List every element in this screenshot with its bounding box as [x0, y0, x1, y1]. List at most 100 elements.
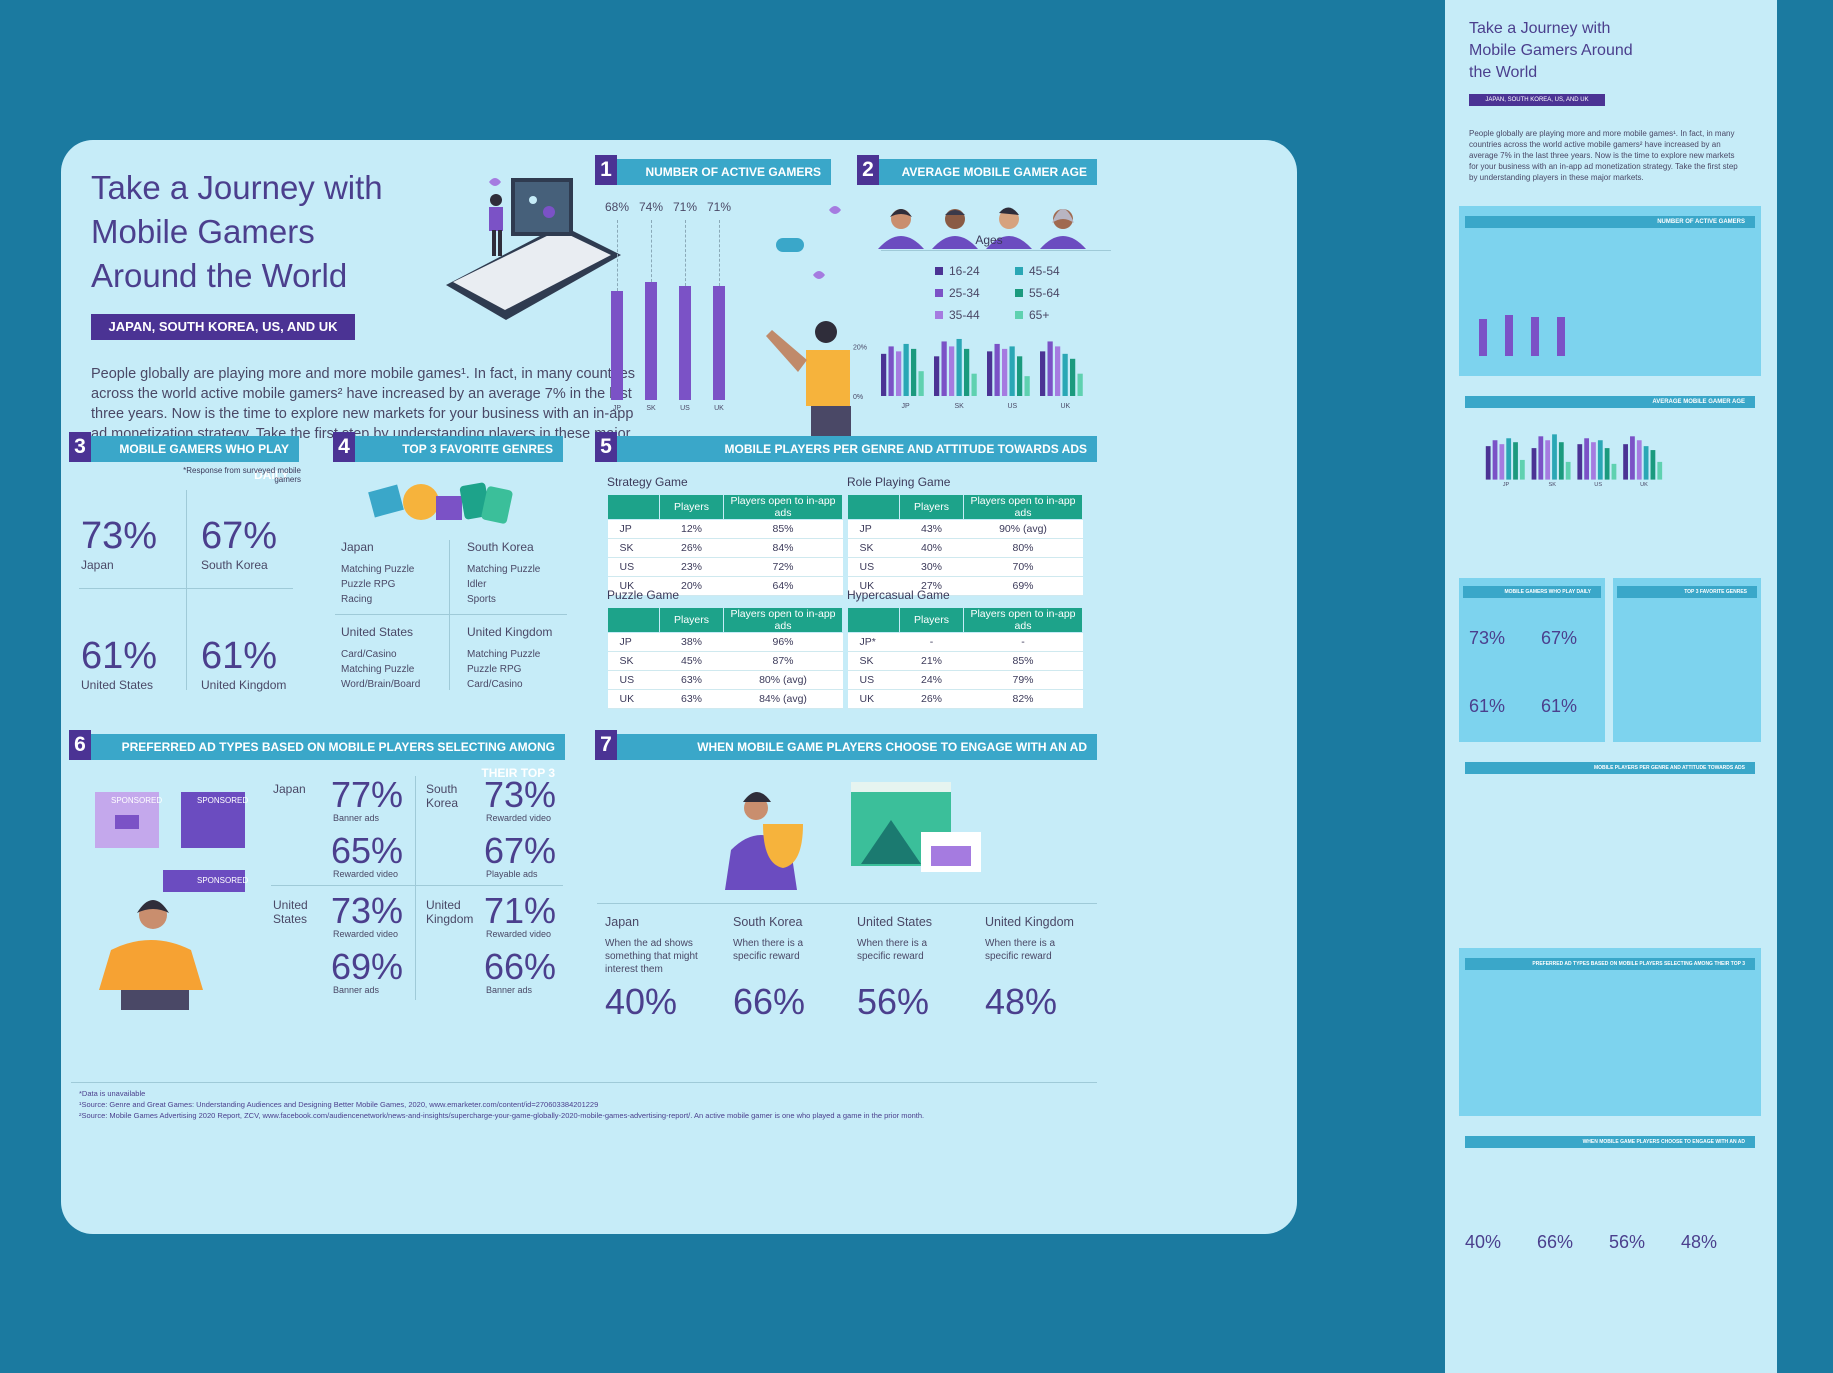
table-cell: 27%: [899, 576, 964, 596]
table-cell: 70%: [963, 557, 1083, 577]
table-row: US 63% 80% (avg): [607, 670, 843, 690]
section-3-header: MOBILE GAMERS WHO PLAY DAILY: [91, 436, 299, 482]
ad-label-secondary: Playable ads: [486, 869, 538, 879]
bar-UK-25-34: [1047, 341, 1053, 396]
mobile-panel-4: TOP 3 FAVORITE GENRES: [1613, 578, 1761, 742]
table-cell: 45%: [659, 651, 724, 671]
legend-swatch: [1015, 311, 1023, 319]
table-header-cell: Players open to in-app ads: [963, 494, 1083, 520]
genre-item: Matching Puzzle: [341, 564, 415, 575]
engage-country: South Korea: [733, 915, 803, 929]
x-tick-label-UK: UK: [1061, 403, 1071, 410]
genre-item: Puzzle RPG: [467, 664, 522, 675]
legend-item-16-24: 16-24: [935, 264, 980, 278]
bar-label-UK: 71%: [706, 200, 732, 214]
ad-label-secondary: Banner ads: [486, 985, 533, 995]
table-row: SK 26% 84%: [607, 538, 843, 558]
genre-country: United Kingdom: [467, 625, 553, 639]
avatar-row: [876, 203, 1086, 249]
bar-US-45-54: [1597, 440, 1603, 480]
ad-pct-primary: 73%: [331, 890, 404, 931]
engage-south-korea: South Korea When there is a specific rewa…: [733, 915, 853, 1023]
table-cell: SK: [847, 651, 900, 671]
mobile-age-chart: JP SK US UK: [1469, 428, 1669, 488]
y-tick-label: 0%: [853, 394, 863, 401]
mobile-engage-pct: 66%: [1537, 1232, 1574, 1252]
table-cell: 30%: [899, 557, 964, 577]
bar-US: [679, 286, 691, 400]
section-7-number: 7: [595, 730, 617, 760]
bar-US-25-34: [1584, 438, 1590, 480]
grouped-bar-svg: 20% 0% JP SK US UK: [853, 338, 1083, 410]
bar-UK: [713, 286, 725, 400]
engage-country: United Kingdom: [985, 915, 1074, 929]
bar-JP-45-54: [1506, 438, 1512, 480]
x-tick-label-JP: JP: [902, 403, 911, 410]
bar-SK-35-44: [1545, 440, 1551, 480]
section-6-header: PREFERRED AD TYPES BASED ON MOBILE PLAYE…: [91, 734, 565, 780]
table-header-cell: [847, 607, 900, 633]
daily-south-korea: 67% South Korea: [201, 515, 278, 572]
bar-US-65+: [1024, 376, 1030, 396]
ad-pct-secondary: 66%: [484, 946, 557, 987]
bar-JP-35-44: [1499, 444, 1505, 480]
mobile-panel-3: MOBILE GAMERS WHO PLAY DAILY 73% 67% 61%…: [1459, 578, 1605, 742]
bar-SK-16-24: [1531, 448, 1537, 480]
age-legend: 16-24 45-54 25-34 55-64 35-44 65+: [935, 264, 1085, 324]
puzzle-game-table: Puzzle Game Players Players open to in-app…: [607, 588, 843, 709]
ad-label-secondary: Rewarded video: [333, 869, 399, 879]
table-header-cell: Players: [899, 494, 964, 520]
table-cell: US: [847, 670, 900, 690]
ad-country-name: Japan: [273, 782, 306, 796]
footnotes: *Data is unavailable ¹Source: Genre and …: [79, 1089, 925, 1120]
sponsored-ad-2: SPONSORED: [181, 792, 248, 848]
page-title: Take a Journey with Mobile Gamers Around…: [91, 169, 383, 294]
bar-SK-55-64: [1558, 442, 1564, 480]
table-row: US 23% 72%: [607, 557, 843, 577]
genre-item: Idler: [467, 579, 487, 590]
genre-item: Card/Casino: [341, 649, 397, 660]
genres-japan: Japan Matching Puzzle Puzzle RPG Racing: [341, 540, 446, 607]
bar-UK-65+: [1657, 461, 1663, 480]
table-cell: SK: [607, 538, 660, 558]
ad-types-south-korea: South Korea 73% Rewarded video 67% Playable …: [426, 774, 566, 884]
bar-JP-25-34: [888, 346, 894, 396]
table-cell: 21%: [899, 651, 964, 671]
bar-label-JP: 68%: [604, 200, 630, 214]
hero-illustration: [441, 170, 621, 320]
legend-item-25-34: 25-34: [935, 286, 980, 300]
table-cell: US: [607, 670, 660, 690]
section-6-number: 6: [69, 730, 91, 760]
bar-UK-16-24: [1040, 351, 1046, 396]
table-cell: JP: [607, 632, 660, 652]
bar-UK-25-34: [1630, 436, 1635, 480]
table-cell: 79%: [963, 670, 1083, 690]
table-row: US 24% 79%: [847, 670, 1083, 690]
genre-item: Word/Brain/Board: [341, 679, 421, 690]
table-header-cell: [607, 494, 660, 520]
ad-country-name: United Kingdom: [426, 898, 474, 926]
legend-item-55-64: 55-64: [1015, 286, 1060, 300]
table-cell: 26%: [659, 538, 724, 558]
mobile-panel-7: WHEN MOBILE GAME PLAYERS CHOOSE TO ENGAG…: [1459, 1132, 1761, 1312]
table-row: SK 21% 85%: [847, 651, 1083, 671]
mobile-preview: Take a Journey with Mobile Gamers Around…: [1445, 0, 1777, 1373]
bar-guide: [651, 220, 652, 282]
bar-SK-45-54: [1552, 434, 1557, 480]
bar-US-25-34: [994, 343, 1000, 396]
table-header-cell: Players: [659, 494, 724, 520]
ad-pct-secondary: 69%: [331, 946, 404, 987]
section-3-note: *Response from surveyed mobile gamers: [183, 466, 301, 484]
grouped-bar-svg: JP SK US UK: [1485, 434, 1663, 488]
table-cell: 80% (avg): [723, 670, 843, 690]
table-row: UK 20% 64%: [607, 576, 843, 596]
strategy-game-table: Strategy Game Players Players open to in-a…: [607, 475, 843, 596]
section-4-number: 4: [333, 432, 355, 462]
legend-label: 25-34: [949, 286, 980, 300]
table-cell: 85%: [963, 651, 1083, 671]
table-header-cell: Players open to in-app ads: [963, 607, 1083, 633]
table-cell: 82%: [963, 689, 1083, 709]
mobile-bar-JP: [1479, 318, 1487, 356]
section-7-header: WHEN MOBILE GAME PLAYERS CHOOSE TO ENGAG…: [617, 734, 1097, 760]
ad-label-primary: Rewarded video: [333, 929, 399, 939]
